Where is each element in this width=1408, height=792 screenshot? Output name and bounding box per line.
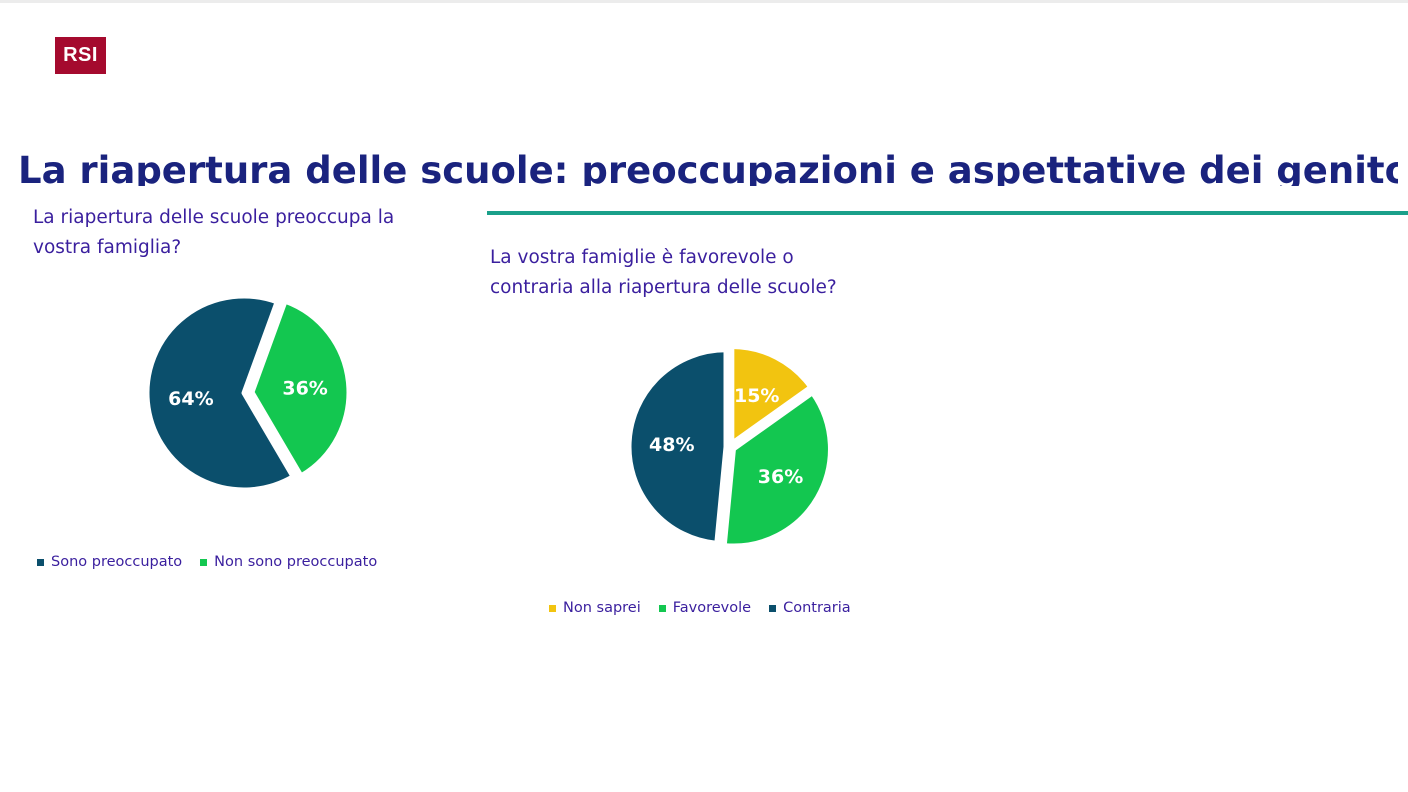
- legend-swatch: [658, 604, 666, 612]
- legend-label: Favorevole: [672, 600, 752, 616]
- legend-swatch: [37, 558, 44, 566]
- legend-swatch: [549, 604, 556, 612]
- legend-item-favorevole: Favorevole: [658, 600, 752, 616]
- pie-chart-2: 15% 36% 48%: [626, 343, 833, 549]
- pie-slice-sono-preoccupato: [144, 293, 296, 493]
- pie-label-contraria: 48%: [649, 434, 694, 456]
- pie-slice-non-sono-preoccupato: [249, 298, 352, 479]
- legend-label: Contraria: [783, 600, 851, 616]
- pie-label-sono-preoccupato: 64%: [168, 388, 213, 410]
- legend-label: Non saprei: [563, 600, 641, 616]
- legend-label: Sono preoccupato: [51, 554, 183, 570]
- rsi-logo: RSI: [55, 37, 106, 74]
- legend-swatch: [200, 558, 208, 566]
- legend-item-non-saprei: Non saprei: [549, 600, 641, 616]
- legend-swatch: [769, 604, 777, 612]
- chart-1-question: La riapertura delle scuole preoccupa la …: [33, 207, 395, 258]
- chart-1-legend: Sono preoccupato Non sono preoccupato: [37, 554, 377, 570]
- pie-label-non-sono-preoccupato: 36%: [282, 377, 327, 399]
- title-underline: [487, 211, 1408, 215]
- legend-label: Non sono preoccupato: [214, 554, 378, 570]
- legend-item-sono-preoccupato: Sono preoccupato: [37, 554, 182, 570]
- page-title: La riapertura delle scuole: preoccupazio…: [18, 149, 1398, 186]
- pie-label-non-saprei: 15%: [734, 385, 779, 407]
- pie-slice-favorevole: [721, 390, 833, 549]
- top-border: [0, 0, 1408, 3]
- legend-item-contraria: Contraria: [769, 600, 851, 616]
- pie-label-favorevole: 36%: [758, 466, 803, 488]
- pie-slice-contraria: [626, 347, 729, 546]
- legend-item-non-sono-preoccupato: Non sono preoccupato: [200, 554, 377, 570]
- chart-2-question: La vostra famiglie è favorevole o contra…: [490, 247, 837, 298]
- pie-chart-1: 64% 36%: [144, 293, 352, 493]
- pie-slice-non-saprei: [729, 343, 814, 446]
- chart-2-legend: Non saprei Favorevole Contraria: [549, 600, 851, 616]
